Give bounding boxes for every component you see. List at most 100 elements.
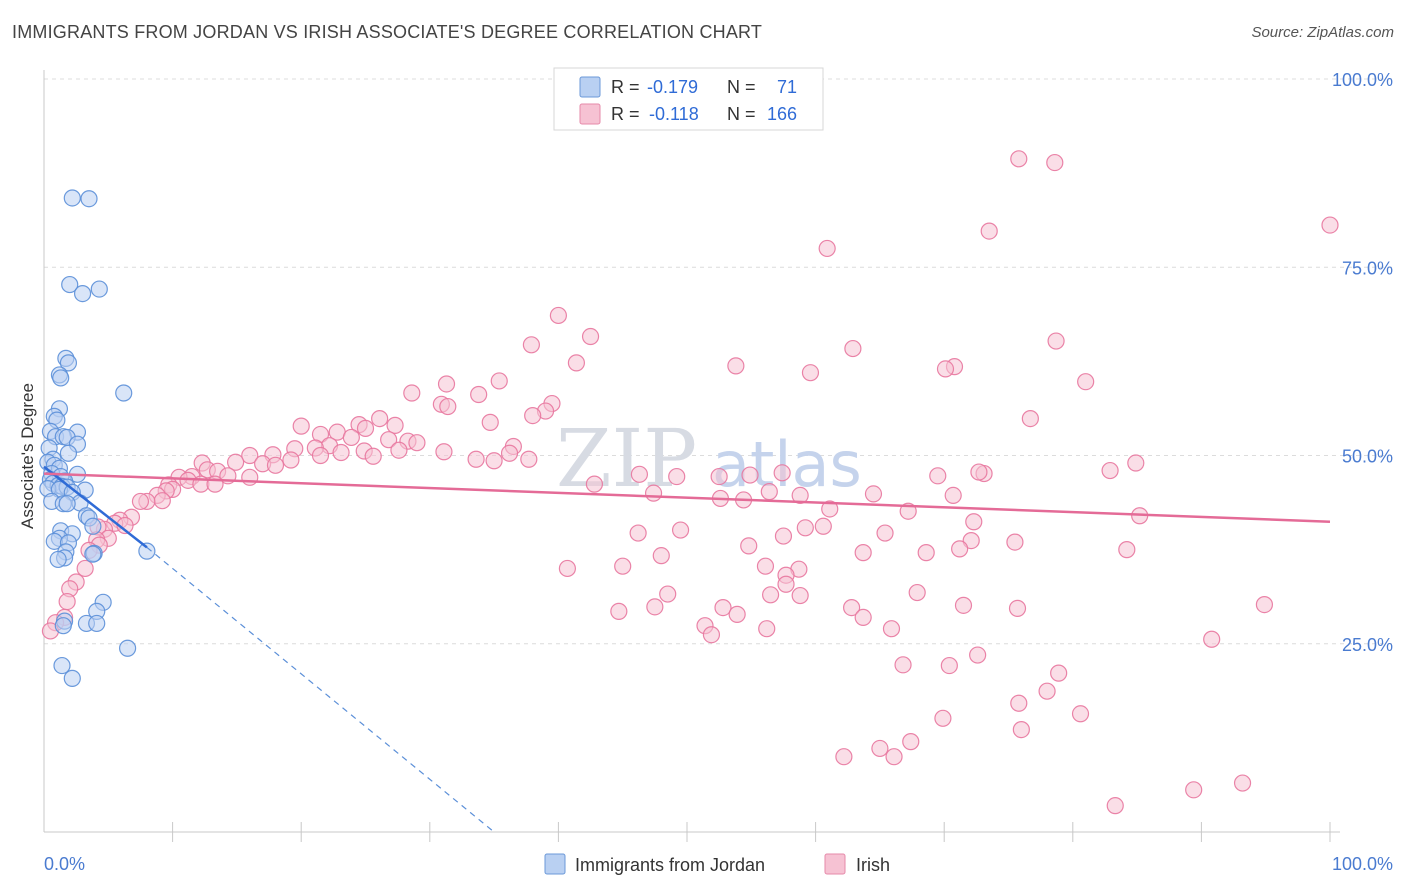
irish-point — [885, 748, 903, 766]
irish-point — [1050, 664, 1068, 682]
irish-point — [710, 467, 728, 486]
x-ticks — [172, 822, 1331, 842]
irish-point — [1006, 533, 1024, 551]
legend-swatch-irish — [579, 103, 601, 125]
jordan-point — [138, 542, 156, 560]
irish-point — [954, 596, 973, 614]
irish-point — [758, 620, 776, 638]
irish-point — [844, 339, 862, 358]
irish-point — [644, 484, 663, 502]
irish-point — [894, 656, 912, 674]
irish-point — [522, 336, 540, 354]
irish-point — [241, 446, 259, 465]
irish-point — [1185, 781, 1203, 799]
irish-point — [206, 475, 224, 493]
y-axis-label: Associate's Degree — [18, 383, 37, 529]
chart-source: Source: ZipAtlas.com — [1251, 24, 1394, 41]
irish-point — [917, 544, 935, 562]
irish-point — [929, 467, 947, 485]
irish-point — [1233, 774, 1252, 792]
jordan-point — [63, 189, 81, 207]
irish-point — [364, 447, 382, 465]
irish-point — [524, 406, 542, 425]
irish-point — [1118, 541, 1136, 559]
irish-point — [227, 453, 245, 471]
irish-point — [342, 428, 360, 447]
irish-point — [796, 519, 814, 537]
irish-point — [936, 360, 955, 378]
irish-point — [1021, 410, 1039, 428]
irish-point — [702, 626, 721, 644]
irish-point — [756, 557, 775, 575]
irish-point — [741, 466, 759, 484]
irish-point — [908, 583, 926, 602]
gridlines — [44, 78, 1393, 645]
jordan-point — [54, 617, 72, 635]
series-legend-label-jordan: Immigrants from Jordan — [575, 855, 765, 875]
irish-point — [659, 585, 677, 603]
legend-swatch-jordan — [579, 76, 601, 98]
irish-point — [380, 431, 398, 449]
irish-point — [490, 372, 508, 390]
irish-point — [714, 599, 732, 617]
x-tick-label-max: 100.0% — [1332, 854, 1393, 874]
irish-point — [1127, 454, 1145, 472]
irish-point — [408, 434, 426, 452]
irish-point — [371, 410, 389, 428]
irish-point — [814, 517, 832, 535]
jordan-point — [59, 444, 78, 462]
irish-point — [1071, 705, 1090, 723]
irish-point — [614, 557, 632, 575]
irish-point — [332, 443, 350, 462]
irish-point — [1010, 150, 1028, 168]
jordan-point — [118, 639, 137, 657]
y-tick-labels: 100.0% 75.0% 50.0% 25.0% — [1332, 70, 1393, 655]
legend-r-label-jordan: R = — [611, 77, 640, 97]
irish-point — [668, 467, 686, 486]
irish-point — [728, 605, 746, 623]
irish-point — [934, 709, 952, 727]
irish-point — [727, 357, 745, 375]
irish-point — [292, 417, 310, 435]
jordan-point — [59, 354, 78, 372]
trend-line-jordan — [43, 465, 148, 549]
series-legend-label-irish: Irish — [856, 855, 890, 875]
watermark-zip: ZIP — [556, 412, 697, 505]
jordan-point — [61, 275, 79, 294]
irish-point — [773, 464, 791, 482]
irish-point — [1255, 595, 1274, 614]
jordan-point — [58, 495, 76, 513]
irish-point — [801, 364, 820, 382]
irish-point — [871, 739, 889, 758]
series-legend-swatch-irish — [824, 853, 846, 875]
watermark: ZIP atlas — [556, 412, 862, 505]
irish-point — [882, 620, 901, 638]
y-tick-label: 50.0% — [1342, 447, 1393, 467]
irish-point — [965, 513, 983, 531]
irish-point — [970, 463, 988, 481]
irish-point — [131, 492, 150, 511]
legend-n-label-irish: N = — [727, 104, 756, 124]
irish-point — [467, 450, 485, 468]
y-tick-label: 100.0% — [1332, 70, 1393, 90]
irish-point — [585, 475, 604, 493]
x-tick-label-min: 0.0% — [44, 854, 85, 874]
irish-point — [282, 451, 300, 469]
jordan-point — [88, 614, 106, 633]
irish-point — [500, 444, 519, 462]
irish-point — [629, 524, 647, 542]
irish-point — [944, 486, 962, 505]
jordan-point — [80, 190, 98, 208]
jordan-point — [73, 285, 92, 303]
irish-point — [652, 547, 670, 565]
irish-point — [940, 656, 958, 675]
irish-point — [740, 537, 758, 555]
irish-point — [821, 500, 839, 518]
irish-point — [1203, 630, 1221, 648]
irish-point — [58, 592, 76, 611]
irish-point — [356, 419, 375, 437]
legend-r-label-irish: R = — [611, 104, 640, 124]
irish-point — [818, 239, 836, 258]
legend-r-value-jordan: -0.179 — [647, 77, 698, 97]
legend-r-value-irish: -0.118 — [649, 104, 699, 124]
